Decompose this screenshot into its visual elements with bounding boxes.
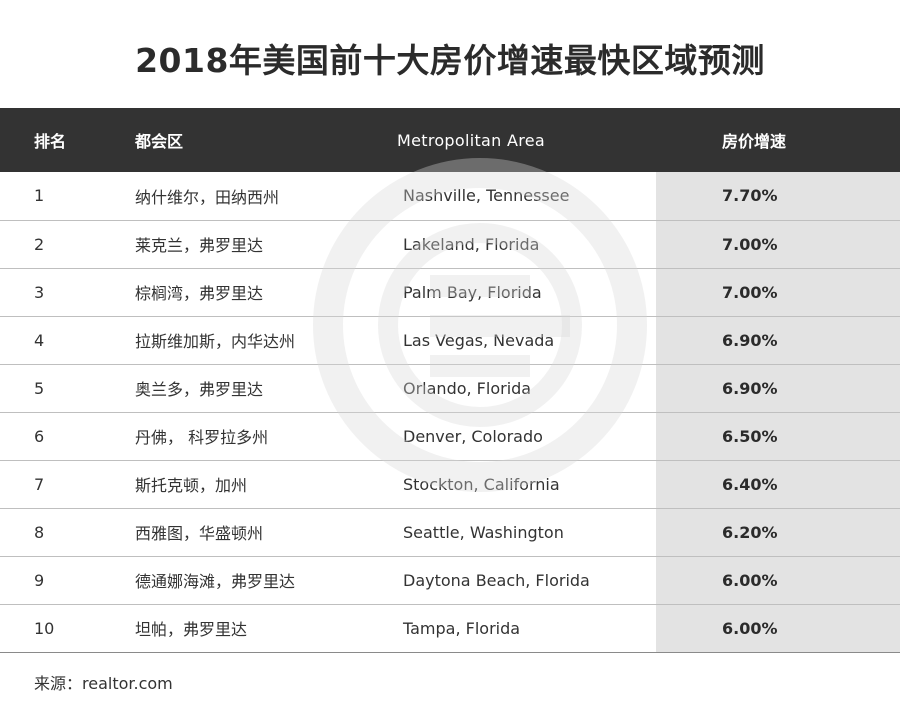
cell-growth: 6.90%: [656, 316, 900, 364]
cell-rank: 2: [34, 234, 45, 254]
table-row: 10 坦帕，弗罗里达 Tampa, Florida 6.00%: [0, 604, 900, 652]
cell-metro-cn: 奥兰多，弗罗里达: [135, 380, 264, 399]
cell-growth: 7.70%: [656, 172, 900, 220]
cell-growth: 6.40%: [656, 460, 900, 508]
cell-rank: 7: [34, 474, 45, 494]
column-header-growth: 房价增速: [722, 132, 787, 151]
column-header-metro-en: Metropolitan Area: [397, 130, 545, 150]
data-table: 排名 都会区 Metropolitan Area 房价增速 1 纳什维尔，田纳西州…: [0, 108, 900, 653]
table-row: 5 奥兰多，弗罗里达 Orlando, Florida 6.90%: [0, 364, 900, 412]
cell-growth: 7.00%: [656, 268, 900, 316]
cell-rank: 9: [34, 570, 45, 590]
cell-metro-en: Tampa, Florida: [403, 618, 521, 638]
cell-metro-cn: 德通娜海滩，弗罗里达: [135, 572, 296, 591]
cell-metro-en: Stockton, California: [403, 474, 560, 494]
cell-rank: 3: [34, 282, 45, 302]
cell-growth: 6.50%: [656, 412, 900, 460]
cell-metro-cn: 坦帕，弗罗里达: [135, 620, 248, 639]
cell-growth: 6.90%: [656, 364, 900, 412]
table-row: 9 德通娜海滩，弗罗里达 Daytona Beach, Florida 6.00%: [0, 556, 900, 604]
cell-metro-cn: 棕榈湾，弗罗里达: [135, 284, 264, 303]
cell-rank: 6: [34, 426, 45, 446]
cell-growth: 6.00%: [656, 556, 900, 604]
cell-metro-en: Lakeland, Florida: [403, 234, 540, 254]
table-row: 8 西雅图，华盛顿州 Seattle, Washington 6.20%: [0, 508, 900, 556]
table-row: 7 斯托克顿，加州 Stockton, California 6.40%: [0, 460, 900, 508]
cell-rank: 10: [34, 618, 55, 638]
cell-rank: 1: [34, 186, 45, 206]
source-note: 来源：realtor.com: [34, 674, 173, 693]
cell-growth: 6.00%: [656, 604, 900, 652]
cell-metro-en: Seattle, Washington: [403, 522, 564, 542]
table-header: 排名 都会区 Metropolitan Area 房价增速: [0, 108, 900, 172]
header-row: 排名 都会区 Metropolitan Area 房价增速: [0, 108, 900, 172]
table-body: 1 纳什维尔，田纳西州 Nashville, Tennessee 7.70% 2 莱克兰，…: [0, 172, 900, 652]
page-title: 2018年美国前十大房价增速最快区域预测: [135, 41, 765, 80]
cell-metro-en: Las Vegas, Nevada: [403, 330, 555, 350]
cell-metro-en: Palm Bay, Florida: [403, 282, 542, 302]
table-row: 2 莱克兰，弗罗里达 Lakeland, Florida 7.00%: [0, 220, 900, 268]
cell-metro-en: Denver, Colorado: [403, 426, 543, 446]
cell-metro-cn: 丹佛， 科罗拉多州: [135, 428, 269, 447]
column-header-rank: 排名: [34, 132, 67, 151]
cell-metro-cn: 莱克兰，弗罗里达: [135, 236, 264, 255]
cell-metro-en: Nashville, Tennessee: [403, 186, 570, 206]
cell-rank: 4: [34, 330, 45, 350]
cell-metro-cn: 拉斯维加斯，内华达州: [135, 332, 296, 351]
table-row: 3 棕榈湾，弗罗里达 Palm Bay, Florida 7.00%: [0, 268, 900, 316]
table-row: 6 丹佛， 科罗拉多州 Denver, Colorado 6.50%: [0, 412, 900, 460]
cell-growth: 7.00%: [656, 220, 900, 268]
cell-metro-en: Daytona Beach, Florida: [403, 570, 590, 590]
cell-rank: 5: [34, 378, 45, 398]
column-header-metro-cn: 都会区: [135, 132, 184, 151]
cell-rank: 8: [34, 522, 45, 542]
cell-metro-cn: 西雅图，华盛顿州: [135, 524, 264, 543]
cell-metro-cn: 斯托克顿，加州: [135, 476, 248, 495]
table-row: 1 纳什维尔，田纳西州 Nashville, Tennessee 7.70%: [0, 172, 900, 220]
table-row: 4 拉斯维加斯，内华达州 Las Vegas, Nevada 6.90%: [0, 316, 900, 364]
cell-metro-en: Orlando, Florida: [403, 378, 532, 398]
cell-metro-cn: 纳什维尔，田纳西州: [135, 187, 280, 207]
cell-growth: 6.20%: [656, 508, 900, 556]
